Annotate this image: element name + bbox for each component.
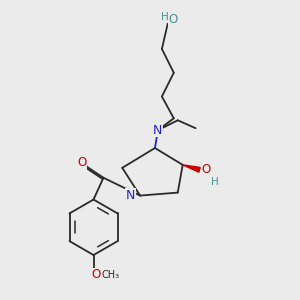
Text: H: H [161, 12, 169, 22]
Polygon shape [183, 165, 200, 172]
Text: O: O [202, 163, 211, 176]
Text: N: N [126, 189, 135, 202]
Text: O: O [168, 13, 177, 26]
Text: O: O [77, 156, 86, 170]
Text: CH₃: CH₃ [101, 270, 120, 280]
Text: N: N [153, 124, 163, 137]
Text: H: H [212, 177, 219, 187]
Text: O: O [91, 268, 100, 281]
